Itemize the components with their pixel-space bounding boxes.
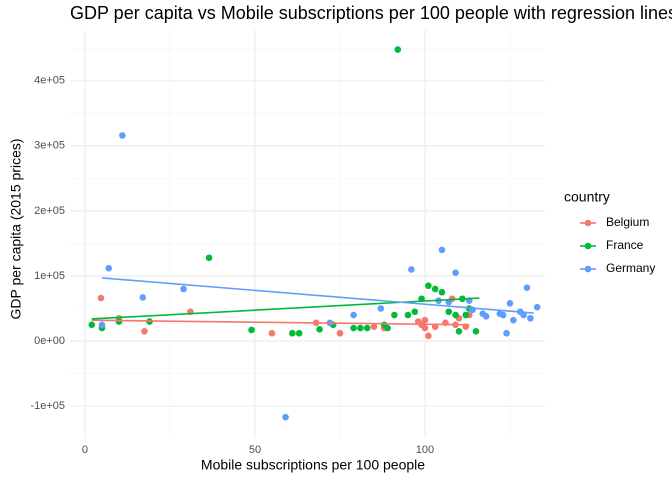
point bbox=[316, 326, 323, 333]
point bbox=[479, 310, 487, 318]
y-tick-label: 1e+05 bbox=[34, 270, 65, 282]
point bbox=[438, 288, 446, 296]
y-tick-label: 4e+05 bbox=[34, 75, 65, 87]
x-axis-title: Mobile subscriptions per 100 people bbox=[201, 457, 425, 473]
x-tick-label: 0 bbox=[82, 444, 88, 456]
point bbox=[141, 327, 148, 335]
point bbox=[421, 316, 429, 324]
legend-title: country bbox=[564, 189, 610, 205]
legend-label: Belgium bbox=[606, 215, 649, 229]
point bbox=[438, 246, 446, 254]
point bbox=[431, 285, 439, 293]
legend-label: France bbox=[606, 238, 644, 252]
point bbox=[421, 324, 429, 332]
legend-key-point bbox=[584, 265, 592, 273]
point bbox=[363, 324, 371, 332]
point bbox=[97, 294, 105, 302]
point bbox=[394, 46, 402, 53]
plot-grid bbox=[70, 30, 545, 438]
point bbox=[445, 308, 453, 316]
point bbox=[350, 311, 357, 319]
point bbox=[533, 303, 541, 311]
point bbox=[88, 321, 96, 329]
point bbox=[180, 285, 187, 293]
point bbox=[268, 329, 276, 337]
point bbox=[391, 311, 398, 319]
point bbox=[452, 269, 459, 277]
point bbox=[377, 305, 385, 312]
point bbox=[506, 300, 514, 307]
point bbox=[520, 311, 527, 319]
point bbox=[425, 332, 432, 340]
legend-key-point bbox=[584, 219, 592, 227]
point bbox=[119, 132, 126, 139]
regression-line bbox=[91, 319, 470, 326]
point bbox=[248, 326, 255, 334]
x-tick-label: 100 bbox=[416, 444, 434, 456]
chart-title: GDP per capita vs Mobile subscriptions p… bbox=[70, 3, 672, 23]
point bbox=[289, 329, 296, 337]
point bbox=[404, 311, 412, 319]
y-tick-label: -1e+05 bbox=[30, 400, 65, 412]
point bbox=[499, 311, 507, 319]
point bbox=[350, 324, 357, 332]
point bbox=[462, 311, 470, 319]
legend-key-point bbox=[584, 242, 592, 250]
point bbox=[98, 321, 106, 329]
point bbox=[205, 254, 213, 262]
point bbox=[411, 308, 419, 316]
point bbox=[357, 324, 364, 332]
point bbox=[105, 264, 113, 272]
point bbox=[282, 413, 289, 421]
point bbox=[139, 294, 147, 301]
y-tick-label: 3e+05 bbox=[34, 140, 65, 152]
x-tick-label: 50 bbox=[249, 444, 261, 456]
point bbox=[503, 329, 510, 337]
point bbox=[510, 316, 517, 324]
legend-label: Germany bbox=[606, 261, 655, 275]
point bbox=[455, 327, 463, 335]
point bbox=[527, 314, 534, 322]
point bbox=[384, 324, 391, 332]
point bbox=[336, 329, 344, 337]
point bbox=[370, 323, 378, 331]
point bbox=[425, 282, 432, 290]
point bbox=[115, 318, 123, 325]
point bbox=[523, 284, 531, 291]
point bbox=[295, 329, 303, 337]
y-tick-label: 0e+00 bbox=[34, 335, 65, 347]
y-tick-label: 2e+05 bbox=[34, 205, 65, 217]
point bbox=[472, 327, 480, 335]
y-axis-title: GDP per capita (2015 prices) bbox=[8, 138, 24, 319]
point bbox=[452, 311, 459, 319]
regression-line bbox=[91, 297, 480, 320]
regression-line bbox=[101, 277, 534, 314]
point bbox=[408, 266, 415, 273]
